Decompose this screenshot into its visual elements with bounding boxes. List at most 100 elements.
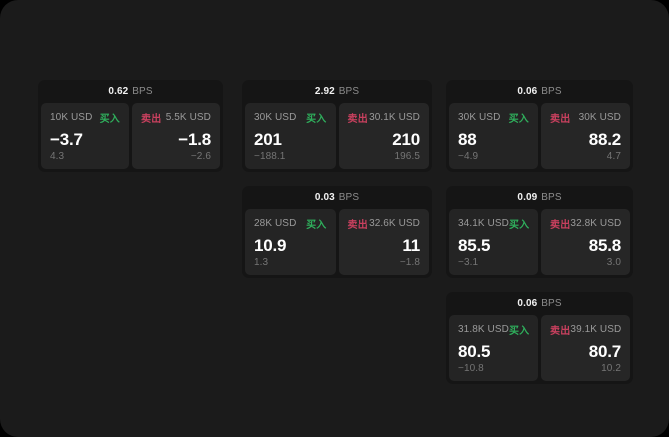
- sell-price: −1.8: [178, 130, 211, 149]
- buy-size-label: 28K USD: [254, 218, 297, 229]
- sell-size-label: 5.5K USD: [165, 112, 211, 123]
- buy-price: 10.9: [254, 236, 287, 255]
- quote-card[interactable]: 0.09 BPS 34.1K USD 买入 85.5 −3.1 卖出 32.8K…: [446, 186, 633, 278]
- sell-size-label: 30.1K USD: [369, 112, 420, 123]
- buy-tag: 买入: [306, 114, 327, 125]
- quote-card[interactable]: 0.06 BPS 31.8K USD 买入 80.5 −10.8 卖出 39.1…: [446, 292, 633, 384]
- quote-card[interactable]: 0.03 BPS 28K USD 买入 10.9 1.3 卖出 32.6K US…: [242, 186, 432, 278]
- buy-tag: 买入: [508, 326, 530, 337]
- sell-tag: 卖出: [550, 326, 571, 337]
- buy-price: 85.5: [458, 236, 491, 255]
- card-panels: 30K USD 买入 201 −188.1 卖出 30.1K USD 210 1…: [242, 103, 432, 172]
- sell-panel[interactable]: 卖出 5.5K USD −1.8 −2.6: [132, 103, 220, 169]
- bps-value: 0.06: [517, 86, 538, 97]
- buy-size-label: 30K USD: [254, 112, 297, 123]
- buy-size-label: 30K USD: [458, 112, 501, 123]
- buy-tag: 买入: [306, 220, 327, 231]
- card-header: 0.03 BPS: [242, 186, 432, 209]
- buy-price: 88: [458, 130, 477, 149]
- bps-value: 2.92: [314, 86, 335, 97]
- buy-panel[interactable]: 31.8K USD 买入 80.5 −10.8: [449, 315, 538, 381]
- sell-price: 80.7: [588, 342, 621, 361]
- sell-tag: 卖出: [141, 114, 162, 125]
- buy-panel[interactable]: 28K USD 买入 10.9 1.3: [245, 209, 336, 275]
- sell-tag: 卖出: [347, 114, 368, 125]
- buy-panel[interactable]: 10K USD 买入 −3.7 4.3: [41, 103, 129, 169]
- buy-size-label: 10K USD: [50, 112, 93, 123]
- sell-price: 88.2: [588, 130, 621, 149]
- quote-card[interactable]: 0.62 BPS 10K USD 买入 −3.7 4.3 卖出 5.5K USD…: [38, 80, 223, 172]
- card-header: 0.06 BPS: [446, 80, 633, 103]
- card-panels: 10K USD 买入 −3.7 4.3 卖出 5.5K USD −1.8 −2.…: [38, 103, 223, 172]
- sell-tag: 卖出: [347, 220, 368, 231]
- quote-card[interactable]: 2.92 BPS 30K USD 买入 201 −188.1 卖出 30.1K …: [242, 80, 432, 172]
- buy-delta: 4.3: [50, 151, 65, 162]
- bps-value: 0.62: [108, 86, 129, 97]
- sell-size-label: 30K USD: [578, 112, 621, 123]
- buy-panel-top: 31.8K USD 买入: [458, 323, 530, 337]
- sell-panel[interactable]: 卖出 32.6K USD 11 −1.8: [338, 209, 429, 275]
- buy-delta: −4.9: [458, 151, 479, 162]
- bps-unit-label: BPS: [541, 192, 562, 203]
- bps-unit-label: BPS: [338, 86, 360, 97]
- buy-panel[interactable]: 30K USD 买入 88 −4.9: [449, 103, 538, 169]
- sell-delta: 10.2: [601, 363, 621, 374]
- sell-panel-top: 卖出 32.6K USD: [347, 217, 421, 231]
- sell-size-label: 39.1K USD: [570, 324, 622, 335]
- sell-delta: 3.0: [606, 257, 621, 268]
- card-header: 2.92 BPS: [242, 80, 432, 103]
- bps-unit-label: BPS: [132, 86, 153, 97]
- buy-panel-top: 10K USD 买入: [50, 111, 120, 125]
- sell-panel-top: 卖出 30K USD: [550, 111, 621, 125]
- sell-tag: 卖出: [550, 114, 571, 125]
- sell-panel-top: 卖出 30.1K USD: [347, 111, 421, 125]
- buy-panel[interactable]: 34.1K USD 买入 85.5 −3.1: [449, 209, 538, 275]
- buy-price: −3.7: [50, 130, 83, 149]
- sell-price: 85.8: [588, 236, 621, 255]
- sell-panel-top: 卖出 5.5K USD: [141, 111, 211, 125]
- buy-size-label: 34.1K USD: [458, 218, 509, 229]
- sell-delta: −1.8: [399, 257, 420, 268]
- card-header: 0.62 BPS: [38, 80, 223, 103]
- buy-price: 201: [254, 130, 282, 149]
- buy-price: 80.5: [458, 342, 491, 361]
- sell-panel-top: 卖出 32.8K USD: [550, 217, 622, 231]
- sell-size-label: 32.8K USD: [570, 218, 622, 229]
- sell-panel[interactable]: 卖出 30.1K USD 210 196.5: [338, 103, 429, 169]
- sell-delta: 196.5: [394, 151, 420, 162]
- sell-panel-top: 卖出 39.1K USD: [550, 323, 622, 337]
- sell-delta: −2.6: [190, 151, 211, 162]
- buy-delta: −3.1: [458, 257, 479, 268]
- bps-value: 0.06: [517, 298, 538, 309]
- card-panels: 31.8K USD 买入 80.5 −10.8 卖出 39.1K USD 80.…: [446, 315, 633, 384]
- buy-delta: 1.3: [254, 257, 269, 268]
- sell-panel[interactable]: 卖出 30K USD 88.2 4.7: [541, 103, 630, 169]
- bps-unit-label: BPS: [541, 86, 562, 97]
- buy-panel-top: 28K USD 买入: [254, 217, 327, 231]
- card-header: 0.06 BPS: [446, 292, 633, 315]
- buy-delta: −10.8: [458, 363, 484, 374]
- buy-size-label: 31.8K USD: [458, 324, 509, 335]
- buy-panel[interactable]: 30K USD 买入 201 −188.1: [245, 103, 336, 169]
- sell-panel[interactable]: 卖出 39.1K USD 80.7 10.2: [541, 315, 630, 381]
- bps-value: 0.03: [314, 192, 335, 203]
- buy-delta: −188.1: [254, 151, 286, 162]
- quote-card[interactable]: 0.06 BPS 30K USD 买入 88 −4.9 卖出 30K USD 8…: [446, 80, 633, 172]
- sell-delta: 4.7: [606, 151, 621, 162]
- card-panels: 30K USD 买入 88 −4.9 卖出 30K USD 88.2 4.7: [446, 103, 633, 172]
- card-panels: 28K USD 买入 10.9 1.3 卖出 32.6K USD 11 −1.8: [242, 209, 432, 278]
- sell-price: 210: [392, 130, 420, 149]
- sell-panel[interactable]: 卖出 32.8K USD 85.8 3.0: [541, 209, 630, 275]
- sell-size-label: 32.6K USD: [369, 218, 420, 229]
- sell-price: 11: [402, 236, 420, 255]
- bps-unit-label: BPS: [338, 192, 360, 203]
- sell-tag: 卖出: [550, 220, 571, 231]
- bps-value: 0.09: [517, 192, 538, 203]
- buy-tag: 买入: [508, 220, 530, 231]
- card-panels: 34.1K USD 买入 85.5 −3.1 卖出 32.8K USD 85.8…: [446, 209, 633, 278]
- buy-panel-top: 30K USD 买入: [458, 111, 529, 125]
- buy-panel-top: 34.1K USD 买入: [458, 217, 530, 231]
- buy-panel-top: 30K USD 买入: [254, 111, 327, 125]
- buy-tag: 买入: [99, 114, 120, 125]
